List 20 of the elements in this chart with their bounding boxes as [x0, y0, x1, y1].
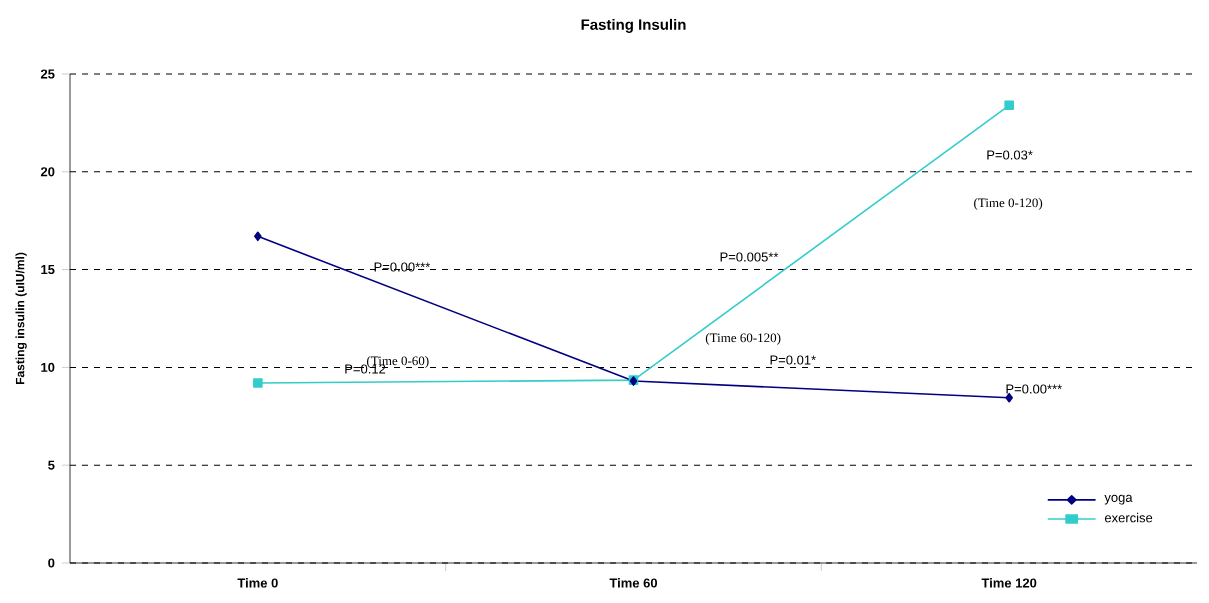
x-tick-label: Time 60	[609, 578, 658, 588]
legend-label: exercise	[1104, 512, 1153, 523]
annotation: P=0.01*	[770, 355, 816, 365]
legend-label: yoga	[1104, 494, 1133, 505]
annotation: (Time 0-120)	[974, 198, 1043, 210]
y-tick-label: 25	[40, 69, 55, 79]
x-tick-label: Time 120	[981, 578, 1037, 588]
chart-title: Fasting Insulin	[581, 18, 686, 33]
y-tick-label: 5	[48, 460, 55, 470]
annotation: P=0.00***	[374, 262, 431, 272]
y-tick-label: 15	[41, 265, 55, 275]
annotation: (Time 60-120)	[705, 333, 781, 345]
y-tick-label: 20	[40, 167, 55, 177]
annotation: P=0.03*	[987, 150, 1033, 160]
y-tick-label: 10	[41, 362, 55, 372]
y-tick-label: 0	[48, 558, 55, 568]
annotation: P=0.00***	[1006, 384, 1062, 394]
y-axis-title: Fasting insulin (uIU/ml)	[15, 252, 27, 384]
annotation: P=0.005**	[720, 252, 779, 262]
x-tick-label: Time 0	[237, 578, 278, 588]
